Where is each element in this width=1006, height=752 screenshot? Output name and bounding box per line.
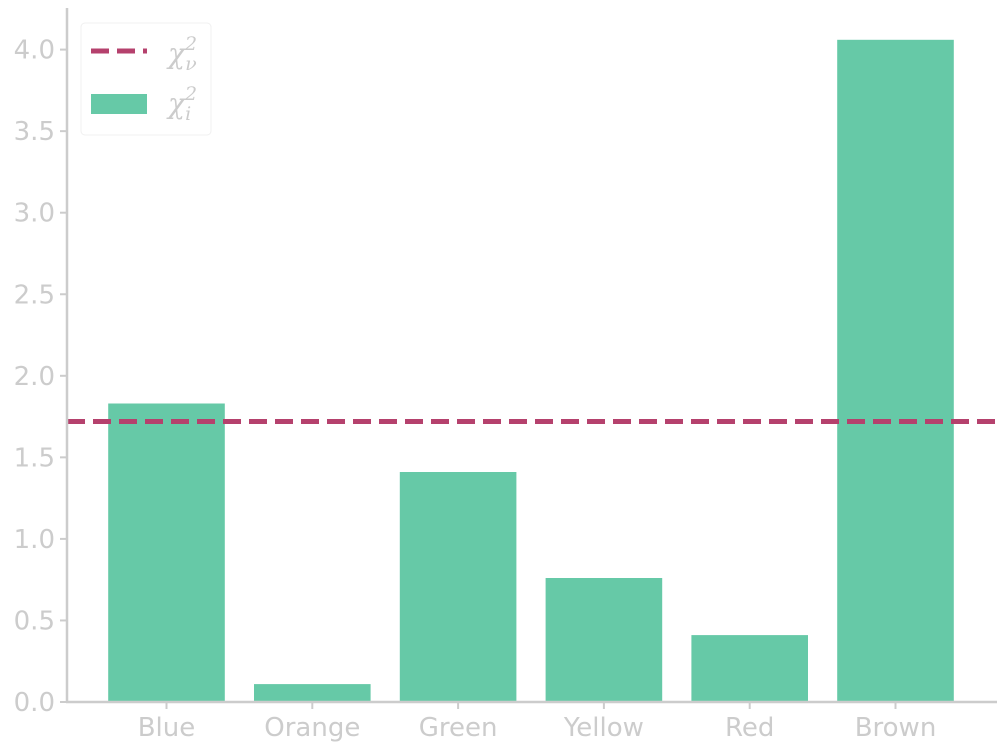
bar-brown xyxy=(837,39,954,703)
legend-label-i: χ2 i xyxy=(166,83,197,125)
y-ticks: 0.0 0.5 1.0 1.5 2.0 2.5 3.0 3.5 4.0 xyxy=(14,36,67,718)
y-tick-label: 1.5 xyxy=(14,443,55,473)
bar-red xyxy=(691,635,808,702)
y-tick-label: 3.0 xyxy=(14,199,55,229)
y-tick-label: 3.5 xyxy=(14,117,55,147)
y-tick-label: 2.5 xyxy=(14,280,55,310)
x-tick-label: Orange xyxy=(264,713,360,743)
x-tick-label: Red xyxy=(725,713,774,743)
x-tick-label: Green xyxy=(419,713,498,743)
axes xyxy=(65,8,997,704)
y-tick-label: 0.5 xyxy=(14,606,55,636)
y-tick-label: 1.0 xyxy=(14,525,55,555)
bar-blue xyxy=(108,403,225,702)
bar-yellow xyxy=(545,578,663,702)
x-tick-label: Brown xyxy=(855,713,937,743)
legend-bar-swatch xyxy=(91,94,147,114)
bar-orange xyxy=(254,684,371,702)
bar-green xyxy=(399,472,517,702)
legend: χ2 ν χ2 i xyxy=(80,22,212,136)
legend-label-nu: χ2 ν xyxy=(166,33,197,75)
y-tick-label: 0.0 xyxy=(14,688,55,718)
y-tick-label: 4.0 xyxy=(14,36,55,66)
x-tick-label: Blue xyxy=(138,713,196,743)
x-ticks: Blue Orange Green Yellow Red Brown xyxy=(138,702,937,743)
x-tick-label: Yellow xyxy=(563,713,644,743)
y-tick-label: 2.0 xyxy=(14,362,55,392)
bar-series xyxy=(108,39,954,703)
